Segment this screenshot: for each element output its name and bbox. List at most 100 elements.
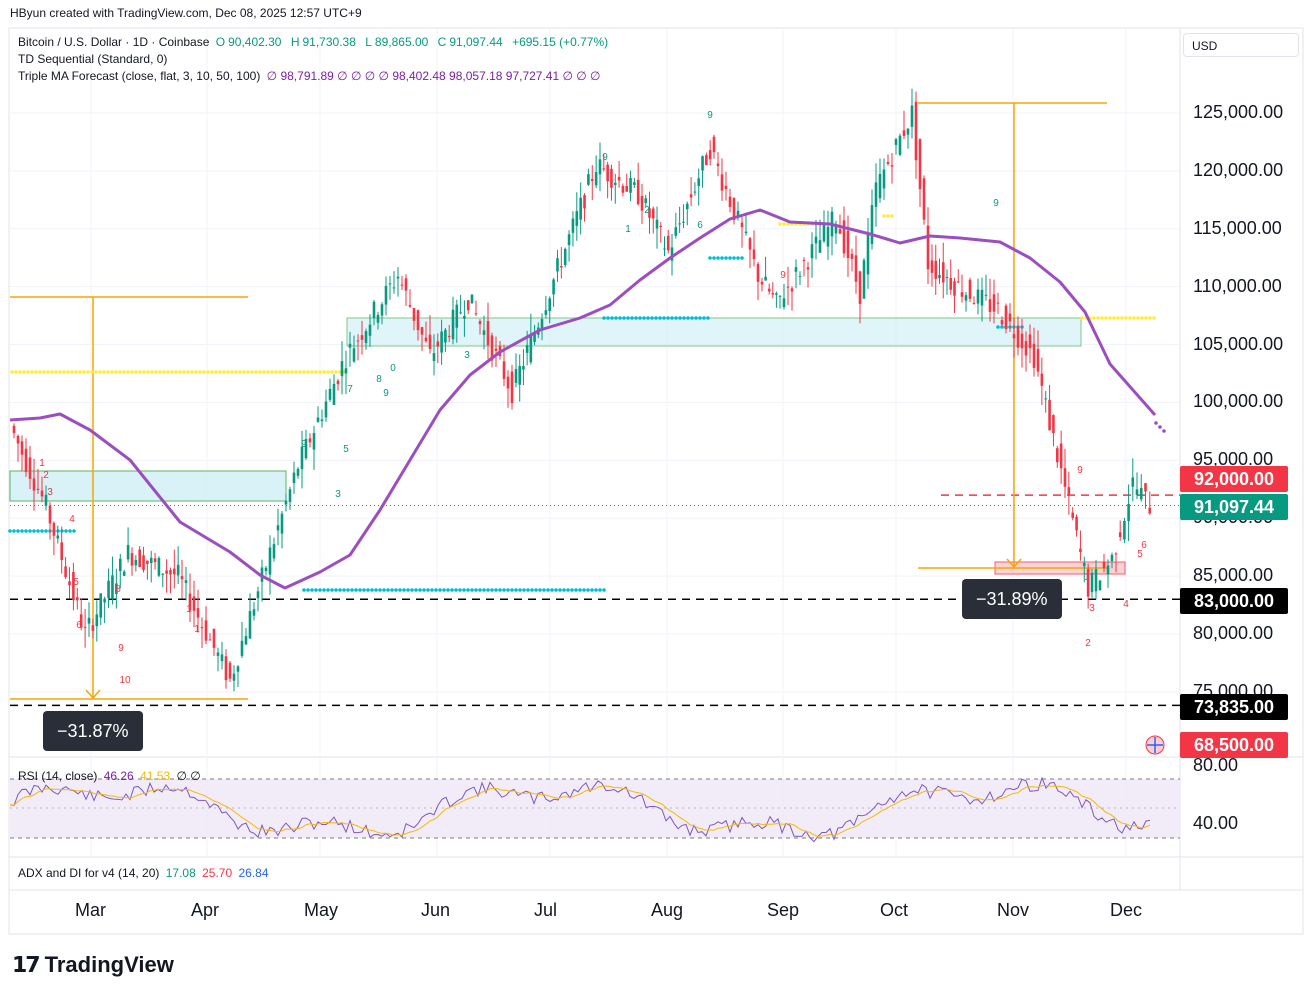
candle-body	[424, 337, 428, 342]
candle-body	[756, 263, 760, 282]
candle-body	[826, 226, 830, 247]
candle-body	[332, 383, 336, 405]
candle-body	[701, 156, 704, 171]
td-count-10: 1	[194, 624, 200, 635]
candle-body	[52, 522, 56, 536]
candle-body	[153, 558, 157, 563]
candle-body	[180, 576, 184, 580]
candle-body	[878, 173, 882, 199]
candle-body	[716, 163, 720, 167]
candle-body	[874, 182, 878, 207]
currency-button[interactable]: USD	[1183, 33, 1299, 57]
candle-body	[806, 267, 810, 270]
price-axis-label: 85,000.00	[1193, 565, 1274, 586]
price-axis-label: 110,000.00	[1193, 275, 1282, 296]
td-count-11: 9	[301, 439, 307, 450]
candle-body	[244, 636, 248, 645]
td-sequential-legend[interactable]: TD Sequential (Standard, 0)	[18, 52, 168, 66]
ma-forecast-dot-0	[1154, 421, 1158, 425]
candle-body	[149, 557, 153, 564]
td-count-30: 4	[1123, 599, 1129, 610]
candle-body	[308, 438, 312, 443]
candle-body	[984, 294, 988, 296]
candle-body	[988, 299, 992, 312]
rsi-line	[9, 776, 1151, 843]
candle-body	[1114, 553, 1118, 555]
candle-body	[1032, 343, 1036, 368]
candle-body	[40, 490, 44, 497]
candle-body	[822, 224, 826, 242]
candle-body	[76, 597, 79, 601]
candle-body	[304, 438, 308, 459]
price-axis-label: 95,000.00	[1193, 449, 1274, 470]
candle-body	[525, 345, 529, 353]
candle-body	[232, 673, 236, 681]
candle-body	[196, 608, 200, 618]
candle-body	[44, 494, 48, 506]
candle-body	[1139, 487, 1143, 500]
td-count-28: 2	[1085, 638, 1091, 649]
candle-body	[436, 341, 440, 347]
candle-body	[560, 266, 563, 268]
adx-legend[interactable]: ADX and DI for v4 (14, 20) 17.08 25.70 2…	[18, 866, 269, 880]
candle-body	[968, 279, 972, 299]
candle-body	[12, 425, 16, 434]
rsi-ma-line	[9, 785, 1151, 838]
candle-body	[663, 248, 666, 250]
candle-body	[447, 335, 451, 338]
candle-body	[208, 639, 212, 641]
zone-feb-box	[9, 470, 287, 502]
candle-body	[953, 281, 956, 296]
candle-body	[292, 472, 296, 484]
candle-body	[99, 593, 103, 618]
candle-body	[587, 174, 590, 185]
candle-body	[300, 446, 304, 470]
candle-body	[1016, 326, 1020, 348]
rsi-legend[interactable]: RSI (14, close) 46.26 41.53 ∅ ∅	[18, 769, 201, 783]
candle-body	[846, 230, 850, 259]
candle-body	[956, 281, 960, 283]
candle-body	[898, 135, 902, 155]
measure-label-november: −31.89%	[962, 579, 1062, 619]
td-count-19: 9	[602, 152, 608, 163]
candle-body	[256, 591, 260, 599]
candle-body	[1004, 305, 1008, 330]
candle-body	[412, 307, 416, 321]
candle-body	[372, 301, 376, 319]
candle-body	[782, 298, 786, 308]
candle-body	[850, 253, 854, 260]
td-count-12: 5	[343, 444, 349, 455]
candle-body	[184, 580, 188, 584]
candle-body	[478, 321, 482, 325]
candle-body	[674, 227, 678, 236]
candle-body	[130, 553, 134, 566]
candle-body	[157, 557, 161, 576]
candle-body	[748, 238, 752, 250]
candle-body	[272, 544, 276, 559]
tradingview-logo-icon: 𝟭𝟳	[12, 952, 41, 977]
tradingview-brand: 𝟭𝟳 TradingView	[12, 952, 174, 977]
price-tag-last: 91,097.44	[1180, 494, 1288, 520]
candle-body	[1044, 398, 1048, 400]
candle-body	[902, 130, 906, 136]
candle-body	[1135, 489, 1139, 495]
td-count-27: 1	[1084, 572, 1090, 583]
candle-body	[697, 178, 701, 186]
candle-body	[376, 314, 380, 323]
candle-body	[482, 330, 486, 335]
triple-ma-legend[interactable]: Triple MA Forecast (close, flat, 3, 10, …	[18, 69, 601, 83]
candle-body	[1086, 568, 1090, 597]
candle-body	[1098, 580, 1102, 591]
candle-body	[344, 368, 348, 374]
candle-body	[930, 260, 934, 273]
close-value: 91,097.44	[449, 35, 503, 49]
month-label-jun: Jun	[421, 900, 451, 920]
candle-body	[689, 194, 693, 198]
candle-body	[563, 248, 567, 266]
candle-body	[316, 417, 320, 422]
candle-body	[268, 547, 272, 575]
candle-body	[340, 361, 344, 377]
candle-body	[548, 298, 552, 312]
candle-body	[736, 210, 740, 217]
